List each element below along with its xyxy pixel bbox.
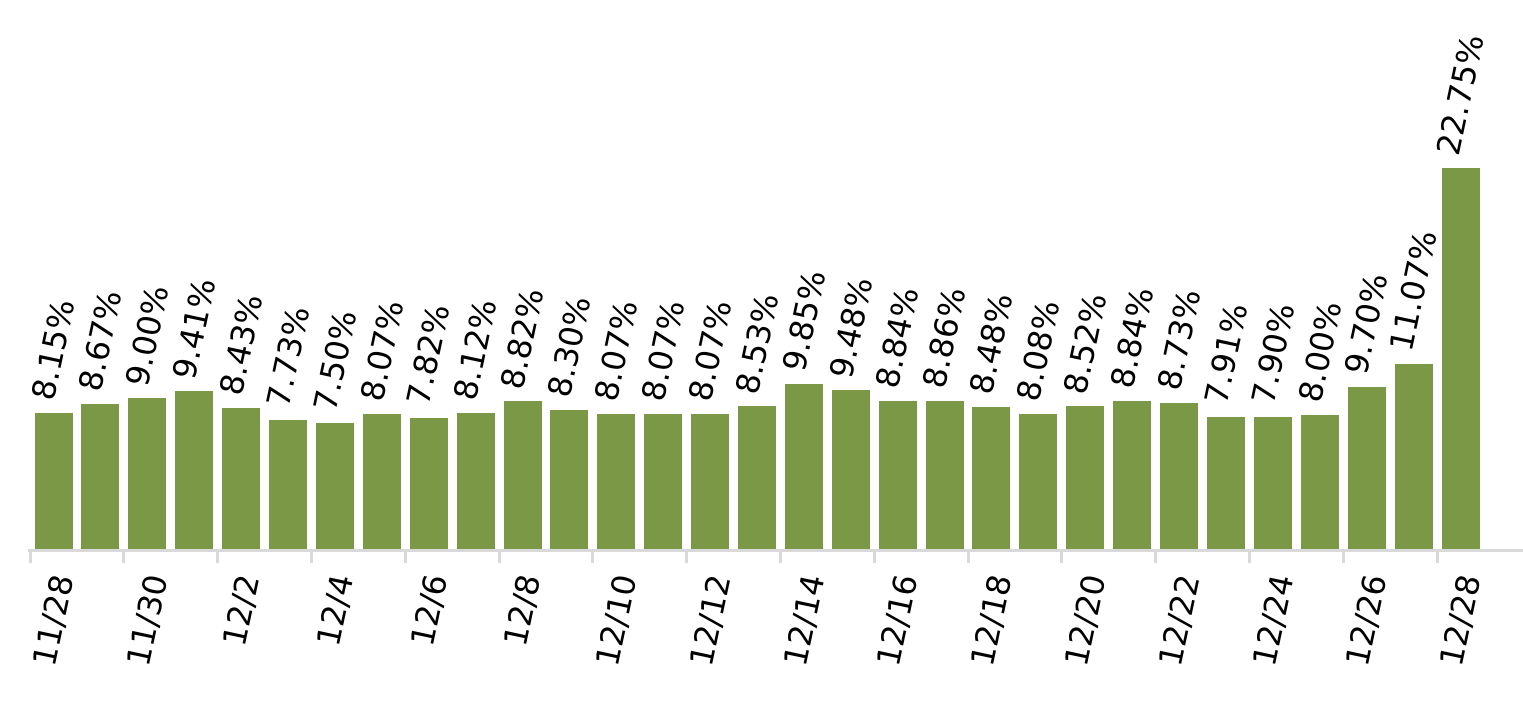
x-axis-tick [28, 549, 32, 563]
bar [34, 412, 73, 549]
bar [925, 400, 964, 549]
x-axis-label: 12/12 [681, 571, 739, 670]
x-axis-tick [403, 549, 407, 563]
bar-value-label: 8.86% [915, 283, 974, 392]
bar-value-label: 8.30% [540, 293, 599, 401]
x-axis-label: 12/16 [869, 571, 926, 670]
bar [550, 410, 589, 549]
x-axis-tick [497, 549, 501, 563]
bar [831, 390, 870, 549]
bar [503, 401, 542, 549]
x-axis-label: 12/18 [963, 571, 1020, 670]
x-axis-tick [1154, 549, 1158, 563]
x-axis-label: 12/4 [308, 571, 361, 650]
bar [1253, 416, 1292, 549]
bar [691, 413, 729, 549]
x-axis-label: 12/2 [214, 571, 268, 650]
bar-value-label: 9.85% [774, 267, 833, 375]
x-axis-label: 12/24 [1244, 571, 1302, 670]
bar-value-label: 8.48% [962, 290, 1021, 398]
bar-value-label: 8.73% [1149, 286, 1209, 394]
bar-value-label: 8.12% [446, 296, 505, 404]
bar-value-label: 8.07% [633, 297, 693, 405]
x-axis-tick [685, 549, 689, 563]
x-axis-label: 12/22 [1150, 571, 1208, 670]
x-axis-tick [1060, 549, 1064, 563]
x-axis-label: 12/8 [496, 571, 549, 650]
bar-value-label: 8.43% [211, 291, 271, 399]
x-axis-tick [1247, 549, 1251, 563]
bar [1207, 416, 1245, 549]
bar-value-label: 9.70% [1337, 269, 1396, 378]
bar [362, 413, 401, 549]
bar-value-label: 11.07% [1382, 227, 1445, 355]
bar-value-label: 7.91% [1196, 299, 1256, 408]
x-axis-tick [966, 549, 970, 563]
bar [1113, 401, 1152, 549]
x-axis-label: 12/6 [402, 571, 455, 650]
bar-value-label: 9.48% [821, 273, 880, 381]
x-axis-tick [309, 549, 313, 563]
x-axis-tick [872, 549, 876, 563]
bar-value-label: 8.00% [1290, 298, 1349, 406]
bar [784, 384, 823, 549]
bar [81, 403, 120, 549]
bar-value-label: 8.07% [587, 297, 646, 405]
bar [878, 401, 917, 549]
bar-value-label: 7.73% [258, 302, 318, 411]
bar-value-label: 7.50% [305, 306, 364, 414]
x-axis-label: 12/14 [775, 571, 833, 670]
x-axis-label: 12/20 [1057, 571, 1114, 670]
x-axis-label: 12/26 [1338, 571, 1395, 670]
x-axis-tick [216, 549, 220, 563]
bar-value-label: 22.75% [1429, 31, 1492, 159]
bar [315, 423, 354, 549]
bar [268, 419, 307, 549]
bar-value-label: 8.84% [1102, 284, 1162, 392]
x-axis-tick [1435, 549, 1439, 563]
bar [128, 398, 167, 549]
bar [972, 407, 1011, 549]
x-axis-label: 12/28 [1432, 571, 1489, 670]
bar [1066, 406, 1105, 549]
bar [1300, 415, 1339, 549]
bar-value-label: 7.90% [1243, 299, 1302, 408]
bar [222, 407, 260, 549]
bar [597, 413, 636, 549]
bar [409, 418, 448, 549]
x-axis-label: 11/30 [119, 571, 176, 670]
bar [737, 406, 776, 549]
bar [644, 413, 683, 549]
bar [1160, 402, 1198, 549]
bar [1441, 168, 1480, 549]
bar [1019, 413, 1058, 549]
x-axis-line [28, 549, 1523, 552]
bar [175, 391, 214, 549]
bar-value-label: 8.82% [493, 284, 552, 392]
bar [456, 413, 495, 549]
x-axis-label: 12/10 [588, 571, 645, 670]
x-axis-tick [591, 549, 595, 563]
bar [1394, 363, 1433, 549]
x-axis-tick [122, 549, 126, 563]
x-axis-tick [1341, 549, 1345, 563]
x-axis-tick [778, 549, 782, 563]
x-axis-label: 11/28 [25, 571, 82, 670]
bar [1347, 386, 1386, 549]
